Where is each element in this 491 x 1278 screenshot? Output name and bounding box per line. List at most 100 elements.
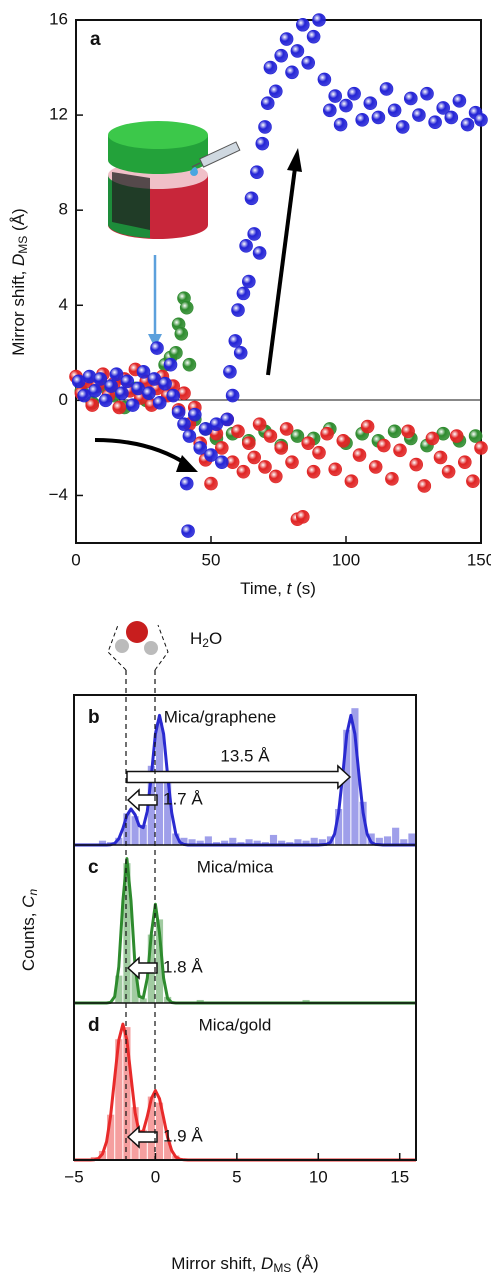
- data-point: [188, 407, 202, 422]
- x-tick-label: 50: [202, 550, 221, 569]
- label-part: D: [261, 1254, 273, 1273]
- data-point: [436, 101, 451, 115]
- histogram-bar: [335, 809, 343, 845]
- data-point: [403, 91, 418, 106]
- data-point: [274, 48, 289, 63]
- pointer-arrow-head: [148, 334, 162, 348]
- histogram-bar: [253, 840, 261, 845]
- x-tick-label: 5: [232, 1167, 241, 1186]
- data-point: [320, 426, 334, 441]
- data-point: [279, 32, 294, 46]
- data-point: [223, 365, 237, 379]
- data-point: [242, 274, 256, 289]
- label-part: Time,: [240, 579, 287, 598]
- histogram-bar: [383, 836, 392, 845]
- data-point: [295, 17, 310, 32]
- data-point: [179, 300, 194, 315]
- data-point: [247, 450, 261, 465]
- data-point: [88, 384, 102, 398]
- label-part: C: [19, 895, 38, 908]
- data-point: [336, 433, 351, 448]
- data-point: [120, 374, 135, 389]
- data-point: [112, 400, 126, 415]
- molecule-outline: [107, 624, 169, 671]
- histogram-bar: [408, 833, 416, 845]
- data-point: [371, 110, 386, 125]
- data-point: [306, 29, 321, 44]
- x-tick-label: 0: [71, 550, 80, 569]
- x-tick-label: 10: [309, 1167, 328, 1186]
- data-point: [215, 441, 229, 455]
- series: [71, 13, 488, 538]
- data-point: [363, 96, 378, 111]
- data-point: [242, 436, 256, 450]
- data-point: [409, 457, 424, 472]
- data-point: [174, 326, 189, 341]
- data-point: [466, 474, 480, 488]
- data-point: [181, 524, 195, 538]
- data-point: [433, 450, 448, 465]
- histogram-bar: [245, 839, 253, 845]
- data-point: [312, 13, 326, 27]
- data-point: [301, 436, 316, 450]
- y-tick-label: −4: [49, 485, 68, 504]
- droplet: [190, 167, 198, 176]
- panel-label: d: [88, 1015, 100, 1036]
- data-point: [385, 472, 399, 486]
- label-part: Counts,: [19, 908, 38, 971]
- label-part: Mirror shift,: [171, 1254, 261, 1273]
- data-point: [115, 386, 129, 401]
- data-point: [355, 113, 370, 127]
- histogram-bar: [123, 1027, 131, 1160]
- data-point: [328, 89, 343, 103]
- y-axis-label: Mirror shift, DMS (Å): [9, 208, 30, 355]
- data-point: [344, 474, 359, 488]
- data-point: [158, 376, 172, 391]
- data-point: [352, 448, 367, 462]
- trend-arrow: [94, 438, 190, 467]
- histogram-bar: [302, 999, 310, 1003]
- plot-frame: [75, 19, 482, 544]
- data-point: [231, 303, 245, 317]
- data-point: [457, 455, 472, 469]
- data-point: [376, 438, 391, 453]
- histogram-bar: [180, 837, 188, 845]
- trend-arrow-head: [287, 148, 302, 172]
- data-point: [152, 395, 167, 410]
- data-point: [290, 429, 305, 443]
- data-point: [460, 117, 475, 132]
- panel-label: b: [88, 707, 100, 728]
- oxygen: [126, 621, 148, 643]
- data-point: [177, 417, 191, 431]
- histogram-bar: [98, 840, 107, 845]
- label-part: MS: [16, 236, 30, 254]
- data-point: [387, 103, 402, 118]
- shift-arrow: [126, 764, 352, 790]
- data-point: [233, 346, 248, 360]
- data-point: [239, 239, 253, 253]
- data-point: [268, 84, 283, 99]
- hydrogen: [144, 641, 158, 655]
- data-point: [228, 334, 243, 348]
- histogram-bar: [147, 1096, 155, 1160]
- label-part: MS: [273, 1261, 291, 1275]
- histogram-bar: [221, 840, 229, 845]
- histogram-bar: [155, 1102, 164, 1160]
- inset-illustration: [108, 121, 241, 239]
- histogram-bar: [278, 840, 286, 845]
- annotation: 1.8 Å: [163, 957, 203, 976]
- data-point: [417, 479, 432, 493]
- data-point: [274, 441, 289, 455]
- data-point: [420, 86, 434, 101]
- fit-curve: [74, 857, 416, 1005]
- x-tick-label: 150: [467, 550, 491, 569]
- data-point: [401, 424, 415, 439]
- data-point: [204, 476, 218, 491]
- data-point: [136, 365, 151, 379]
- data-point: [306, 464, 321, 479]
- data-point: [379, 82, 394, 96]
- data-point: [252, 246, 267, 260]
- data-point: [285, 455, 299, 469]
